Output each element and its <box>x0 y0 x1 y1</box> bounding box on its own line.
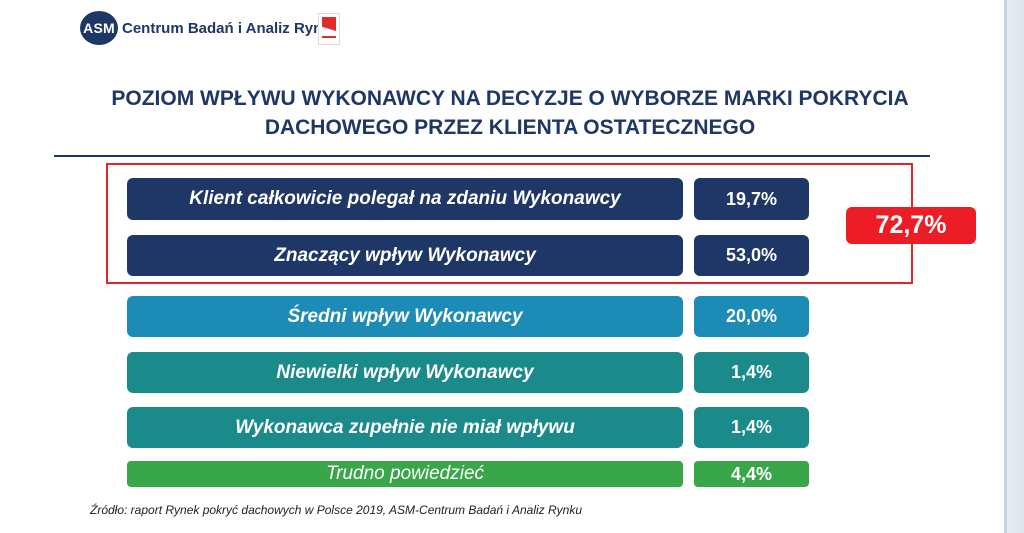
highlight-sum-badge: 72,7% <box>846 207 976 244</box>
value-label: 53,0% <box>694 235 809 276</box>
value-label: 4,4% <box>694 461 809 487</box>
asm-logo: ASM Centrum Badań i Analiz Rynku <box>80 11 340 45</box>
asm-logo-text: Centrum Badań i Analiz Rynku <box>122 19 340 37</box>
asm-logo-badge: ASM <box>80 11 118 45</box>
category-bar: Średni wpływ Wykonawcy <box>127 296 683 337</box>
category-bar: Klient całkowicie polegał na zdaniu Wyko… <box>127 178 683 220</box>
chart-title: POZIOM WPŁYWU WYKONAWCY NA DECYZJE O WYB… <box>60 84 960 142</box>
value-label: 1,4% <box>694 407 809 448</box>
title-divider <box>54 155 930 157</box>
source-note: Źródło: raport Rynek pokryć dachowych w … <box>90 503 582 517</box>
chart-title-line-1: POZIOM WPŁYWU WYKONAWCY NA DECYZJE O WYB… <box>111 87 909 110</box>
value-label: 19,7% <box>694 178 809 220</box>
chart-title-line-2: DACHOWEGO PRZEZ KLIENTA OSTATECZNEGO <box>264 116 756 139</box>
value-label: 1,4% <box>694 352 809 393</box>
right-frame <box>1004 0 1024 533</box>
category-bar: Niewielki wpływ Wykonawcy <box>127 352 683 393</box>
category-bar: Trudno powiedzieć <box>127 461 683 487</box>
partner-logo-icon <box>318 13 340 45</box>
category-bar: Wykonawca zupełnie nie miał wpływu <box>127 407 683 448</box>
category-bar: Znaczący wpływ Wykonawcy <box>127 235 683 276</box>
value-label: 20,0% <box>694 296 809 337</box>
